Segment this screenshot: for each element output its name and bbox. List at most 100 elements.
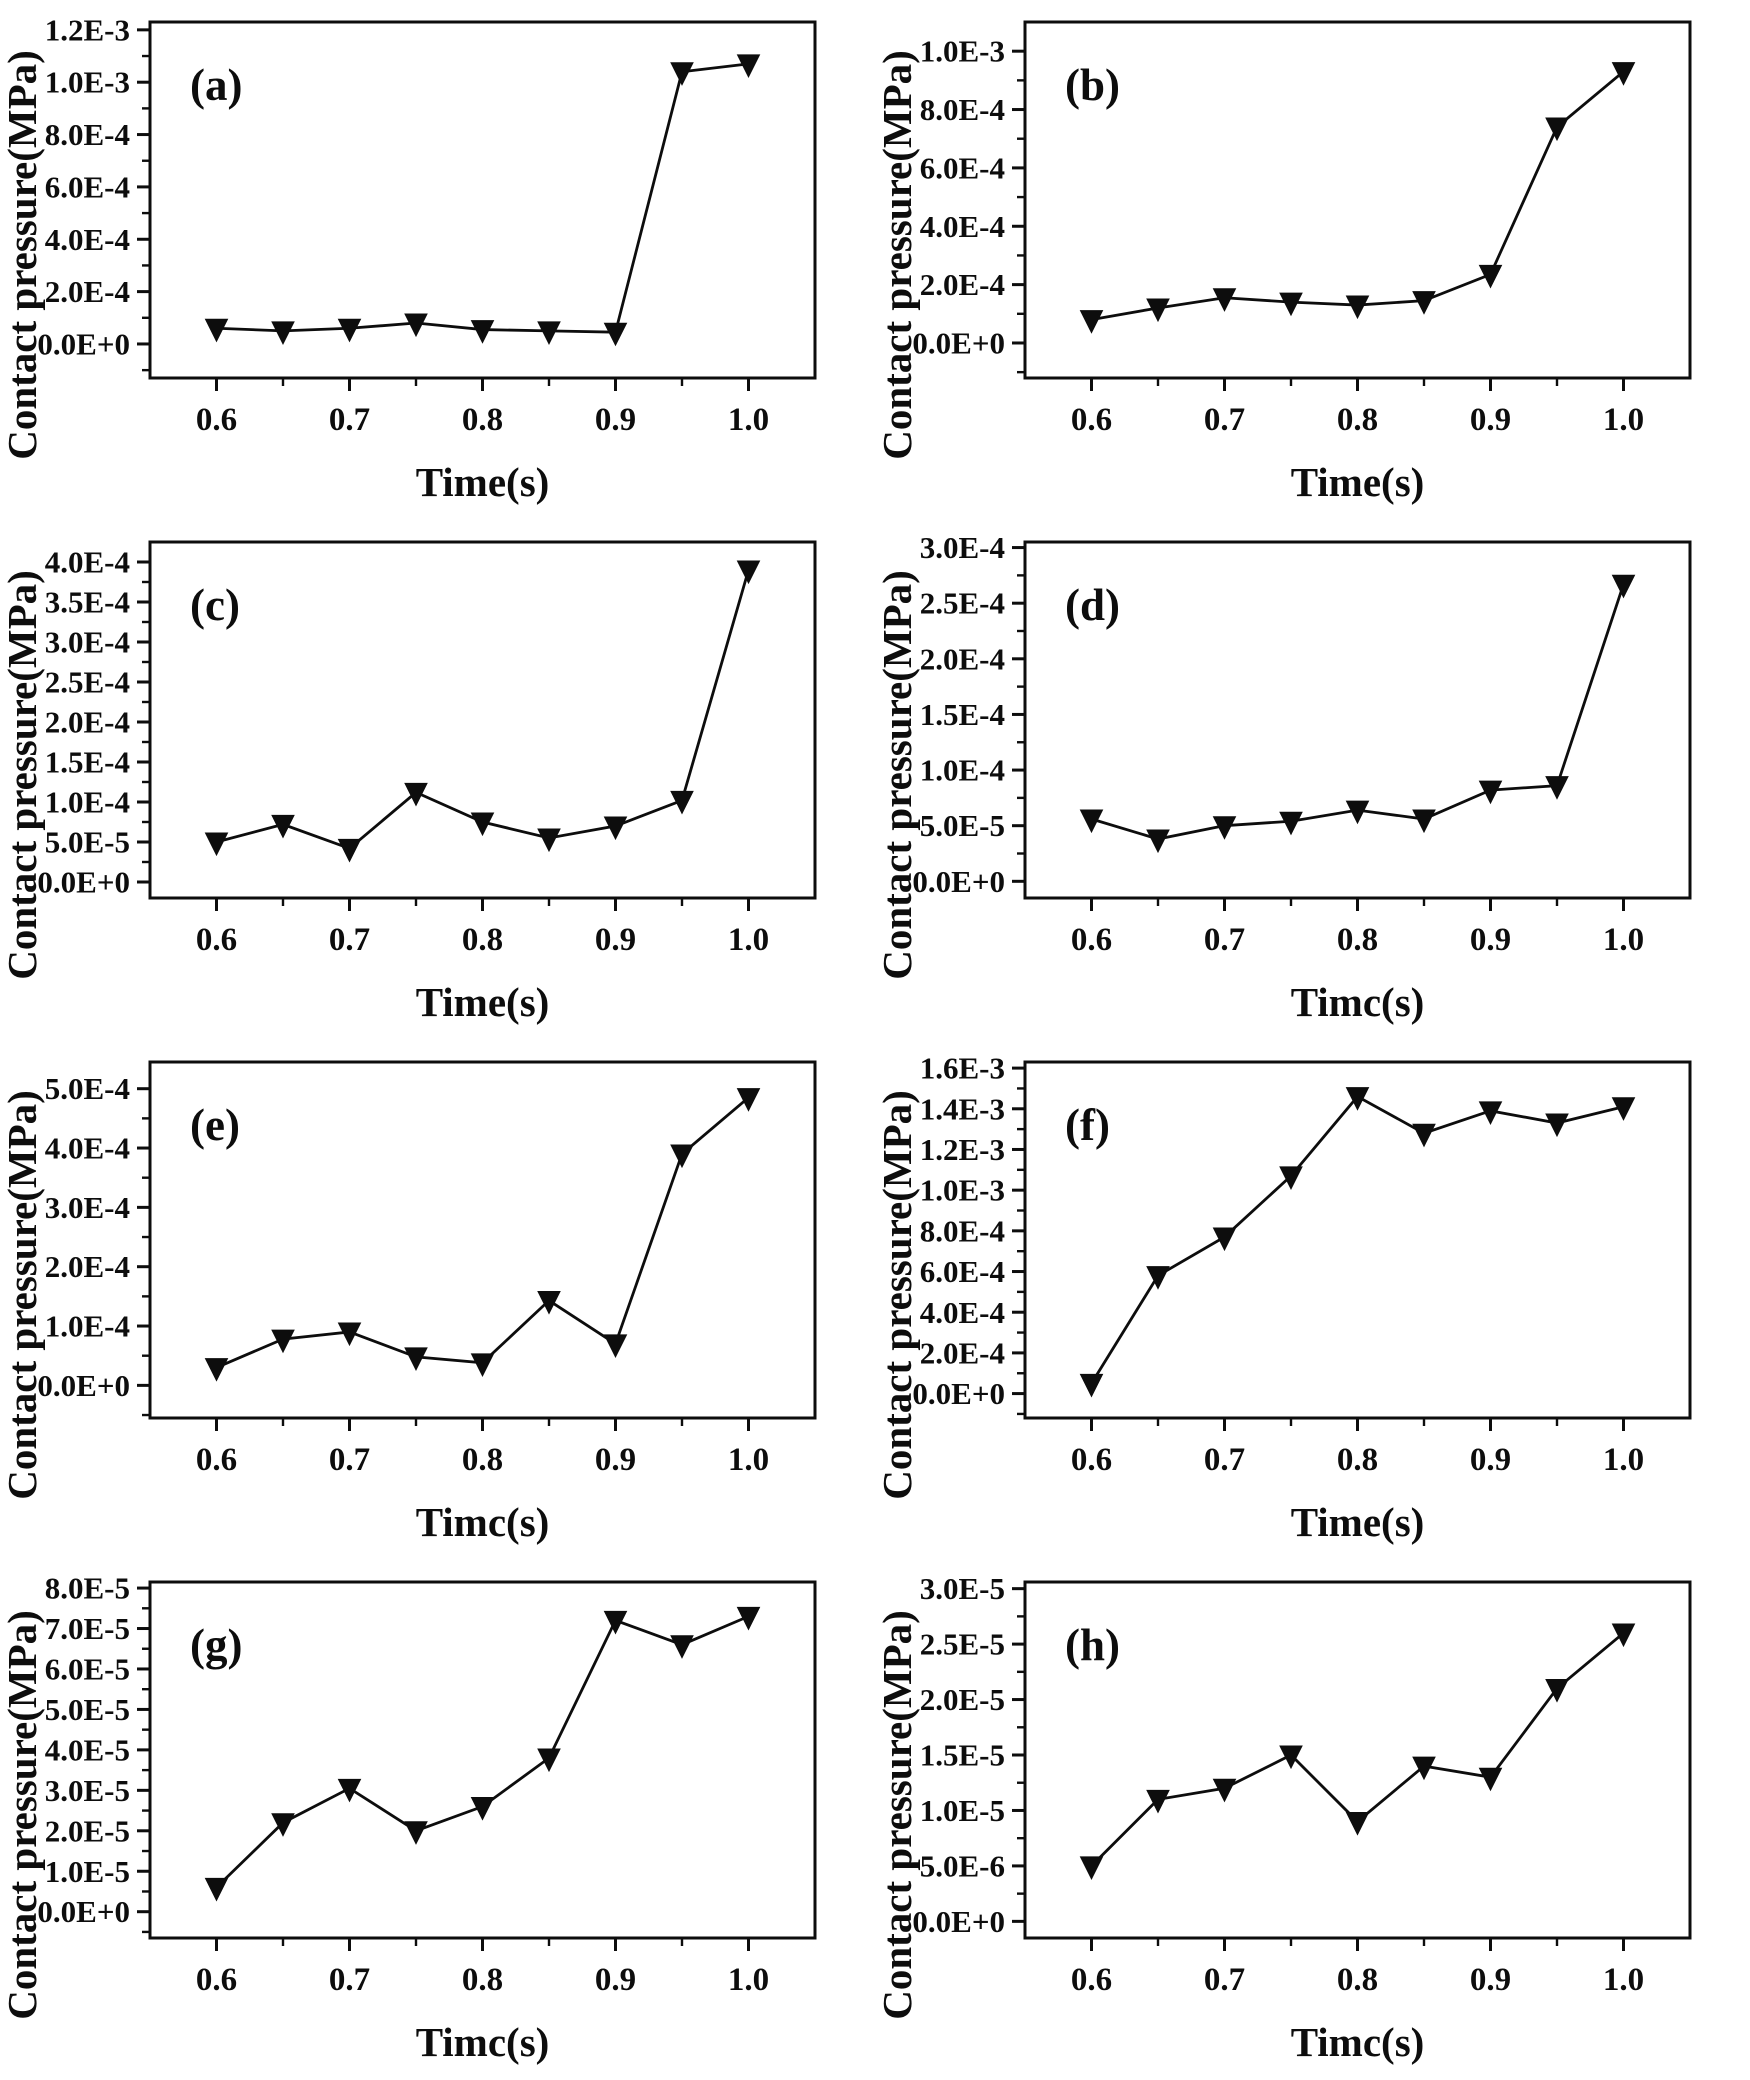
y-tick-label: 4.0E-4 xyxy=(45,222,130,257)
plot-box xyxy=(1023,540,1692,900)
y-tick-label: 6.0E-4 xyxy=(920,150,1005,185)
data-marker xyxy=(736,54,761,79)
chart-svg-e: 0.0E+0 1.0E-4 2.0E-4 3.0E-4 4.0E-4 5.0E-4 0.6 0… xyxy=(0,1060,817,1545)
x-tick-label: 0.7 xyxy=(1204,1442,1245,1478)
data-marker xyxy=(271,814,295,839)
y-tick-label: 2.5E-4 xyxy=(920,586,1005,621)
data-line xyxy=(215,1096,750,1369)
data-marker xyxy=(337,838,362,863)
panel-letter: (h) xyxy=(1065,1620,1120,1670)
y-tick-label: 8.0E-4 xyxy=(920,1213,1005,1248)
y-tick-label: 1.0E-3 xyxy=(45,65,130,100)
data-marker xyxy=(1279,1745,1303,1770)
data-marker xyxy=(1611,574,1636,599)
x-tick-label: 0.8 xyxy=(1337,402,1378,438)
y-tick-label: 0.0E+0 xyxy=(37,327,130,362)
x-tick-label: 1.0 xyxy=(728,1962,769,1998)
y-tick-label: 5.0E-5 xyxy=(920,808,1005,843)
data-marker xyxy=(470,1353,495,1377)
data-marker xyxy=(736,560,761,585)
data-marker xyxy=(1079,310,1104,334)
x-tick-label: 0.7 xyxy=(329,1962,370,1998)
data-marker xyxy=(1478,780,1503,805)
data-marker xyxy=(1212,816,1237,840)
data-marker xyxy=(1478,1767,1503,1792)
y-tick-label: 5.0E-4 xyxy=(45,1071,130,1106)
data-marker xyxy=(1611,62,1636,86)
data-marker xyxy=(204,832,229,857)
x-tick-label: 0.7 xyxy=(1204,402,1245,438)
y-tick-label: 2.0E-4 xyxy=(920,1335,1005,1370)
y-tick-label: 4.0E-4 xyxy=(45,1131,130,1166)
axis-title-y: Contact pressure(MPa) xyxy=(0,1090,45,1500)
chart-svg-f: 0.0E+0 2.0E-4 4.0E-4 6.0E-4 8.0E-4 1.0E-3 1.2E… xyxy=(875,1051,1692,1545)
axis-title-y: Contact pressure(MPa) xyxy=(875,570,920,980)
data-marker xyxy=(736,1606,761,1631)
y-tick-label: 5.0E-5 xyxy=(45,1692,130,1727)
x-tick-label: 0.8 xyxy=(462,922,503,958)
panel-letter: (g) xyxy=(190,1620,242,1670)
data-marker xyxy=(204,1358,229,1382)
x-tick-label: 0.6 xyxy=(196,1442,237,1478)
y-tick-label: 1.0E-3 xyxy=(920,34,1005,69)
data-marker xyxy=(404,1821,428,1845)
y-tick-label: 3.0E-4 xyxy=(45,1190,130,1225)
axis-title-y: Contact pressure(MPa) xyxy=(875,50,920,460)
x-tick-label: 1.0 xyxy=(1603,402,1644,438)
data-marker xyxy=(603,816,628,841)
y-tick-label: 0.0E+0 xyxy=(912,326,1005,361)
y-tick-label: 3.0E-4 xyxy=(45,625,130,660)
data-marker xyxy=(1412,291,1436,315)
data-line xyxy=(215,1615,750,1889)
y-tick-label: 2.0E-5 xyxy=(920,1682,1005,1717)
data-marker xyxy=(470,320,495,344)
y-tick-label: 2.0E-5 xyxy=(45,1813,130,1848)
data-marker xyxy=(1279,292,1303,317)
chart-panel-f: 0.0E+0 2.0E-4 4.0E-4 6.0E-4 8.0E-4 1.0E-3 1.2E… xyxy=(875,1040,1750,1560)
plot-box xyxy=(1023,1580,1692,1940)
chart-panel-e: 0.0E+0 1.0E-4 2.0E-4 3.0E-4 4.0E-4 5.0E-4 0.6 0… xyxy=(0,1040,875,1560)
data-marker xyxy=(603,322,628,347)
y-tick-label: 5.0E-5 xyxy=(45,825,130,860)
plot-box xyxy=(148,1580,817,1940)
y-tick-label: 0.0E+0 xyxy=(37,865,130,900)
data-marker xyxy=(603,1610,628,1635)
chart-svg-a: 0.0E+0 2.0E-4 4.0E-4 6.0E-4 8.0E-4 1.0E-3 1.2E… xyxy=(0,12,817,505)
data-marker xyxy=(537,1748,561,1773)
x-tick-label: 1.0 xyxy=(1603,1962,1644,1998)
data-marker xyxy=(670,62,694,86)
data-marker xyxy=(271,1813,295,1837)
data-marker xyxy=(1545,776,1569,800)
axis-title-y: Contact pressure(MPa) xyxy=(875,1090,920,1500)
data-marker xyxy=(271,321,295,346)
y-tick-label: 1.0E-4 xyxy=(45,1309,130,1344)
x-tick-label: 0.6 xyxy=(1071,922,1112,958)
data-marker xyxy=(271,1329,295,1354)
data-marker xyxy=(1146,1266,1170,1290)
x-tick-label: 0.9 xyxy=(1470,402,1511,438)
x-tick-label: 0.9 xyxy=(1470,1442,1511,1478)
y-tick-label: 3.0E-5 xyxy=(920,1571,1005,1606)
y-tick-label: 1.5E-4 xyxy=(920,697,1005,732)
data-marker xyxy=(1345,800,1370,825)
panel-letter: (d) xyxy=(1065,580,1120,630)
x-tick-label: 0.9 xyxy=(595,1442,636,1478)
data-marker xyxy=(736,1088,761,1112)
y-tick-label: 8.0E-4 xyxy=(920,92,1005,127)
y-tick-label: 1.2E-3 xyxy=(45,12,130,47)
data-marker xyxy=(337,1322,362,1347)
y-tick-label: 2.5E-5 xyxy=(920,1627,1005,1662)
y-tick-label: 1.0E-5 xyxy=(920,1793,1005,1828)
y-tick-label: 1.4E-3 xyxy=(920,1091,1005,1126)
plot-box xyxy=(1023,20,1692,380)
x-tick-label: 0.6 xyxy=(196,402,237,438)
data-marker xyxy=(470,1797,495,1821)
y-tick-label: 6.0E-5 xyxy=(45,1652,130,1687)
x-tick-label: 0.9 xyxy=(595,402,636,438)
data-marker xyxy=(1611,1097,1636,1121)
y-tick-label: 1.2E-3 xyxy=(920,1132,1005,1167)
data-marker xyxy=(1212,288,1237,312)
data-marker xyxy=(204,1877,229,1902)
chart-panel-c: 0.0E+0 5.0E-5 1.0E-4 1.5E-4 2.0E-4 2.5E-4 3.0E… xyxy=(0,520,875,1040)
y-tick-label: 0.0E+0 xyxy=(37,1368,130,1403)
